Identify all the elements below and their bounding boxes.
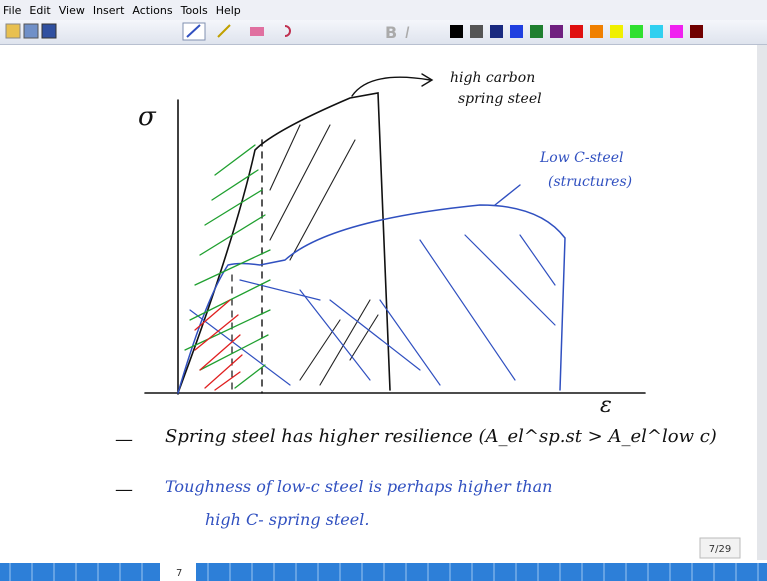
arrow (352, 77, 430, 96)
blue-hatching (190, 235, 555, 385)
arrow (495, 185, 520, 205)
ink-page: σ ε high carbon spring steel Low C-steel… (0, 0, 767, 581)
sigma-label: σ (138, 102, 157, 132)
annotation: high carbon (450, 70, 535, 86)
epsilon-label: ε (600, 393, 612, 418)
handwriting: σ ε high carbon spring steel Low C-steel… (115, 70, 717, 529)
annotation: (structures) (548, 174, 632, 190)
ink-drawing (145, 74, 645, 394)
note-line: high C- spring steel. (205, 510, 369, 529)
hatching (270, 125, 378, 385)
page-indicator: 7/29 (709, 544, 731, 555)
annotation: spring steel (458, 91, 542, 107)
bullet: — (115, 479, 133, 500)
high-carbon-curve (178, 93, 390, 393)
bullet: — (115, 429, 133, 450)
annotation: Low C-steel (539, 150, 623, 166)
note-line: Toughness of low-c steel is perhaps high… (165, 477, 552, 496)
scrollbar[interactable] (757, 45, 767, 560)
tab-label: 7 (176, 568, 182, 579)
app: FileEditViewInsertActionsToolsHelp B I (0, 0, 767, 581)
note-line: Spring steel has higher resilience (A_el… (165, 426, 717, 447)
page-tabs: 7 (0, 563, 767, 581)
